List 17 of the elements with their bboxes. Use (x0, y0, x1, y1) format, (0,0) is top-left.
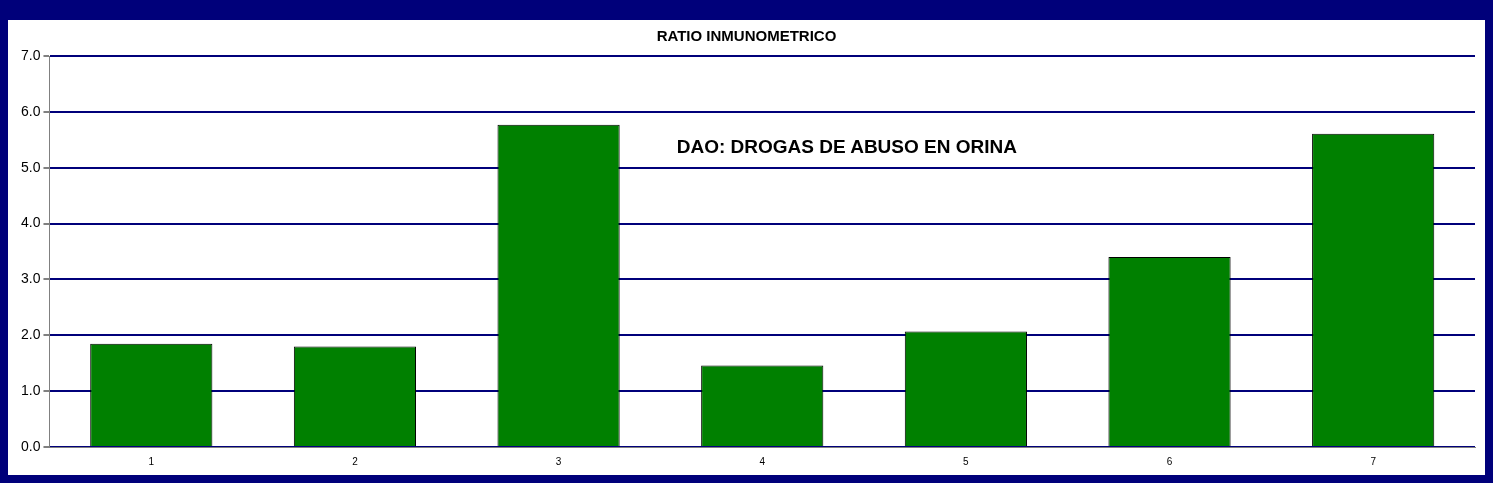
x-tick-label: 4 (759, 455, 766, 467)
y-tick-label: 3.0 (20, 270, 41, 287)
x-tick-label: 1 (148, 455, 155, 467)
y-tick-label: 4.0 (20, 214, 41, 231)
annotation: DAO: DROGAS DE ABUSO EN ORINA (676, 136, 1018, 158)
y-tick-label: 6.0 (20, 102, 41, 119)
y-tick-label: 1.0 (20, 382, 41, 398)
y-tick-label: 2.0 (20, 326, 41, 343)
y-tick-label: 7.0 (20, 46, 41, 63)
x-tick-label: 7 (1370, 455, 1377, 467)
y-tick-label: 5.0 (20, 158, 41, 175)
x-tick-label: 3 (555, 455, 562, 467)
y-tick-label: 0.0 (20, 437, 41, 454)
x-tick-label: 2 (352, 455, 359, 467)
chart-title: RATIO INMUNOMETRICO (656, 27, 837, 45)
x-tick-label: 6 (1166, 455, 1173, 467)
x-tick-label: 5 (963, 455, 970, 467)
